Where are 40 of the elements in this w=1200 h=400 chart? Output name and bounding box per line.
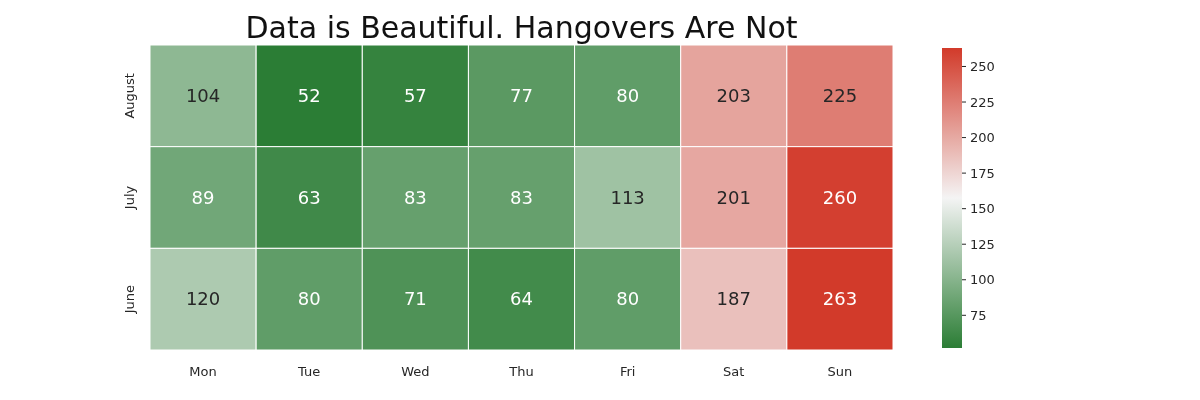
color-bar-label: 125 — [970, 236, 995, 252]
data-label: 203 — [716, 85, 751, 107]
data-label: 83 — [403, 186, 427, 208]
y-tick-label: July — [122, 185, 137, 211]
chart-title: Data is Beautiful. Hangovers Are Not — [245, 10, 798, 45]
x-tick-label: Fri — [619, 364, 636, 379]
x-tick-label: Tue — [297, 364, 321, 379]
data-label: 113 — [610, 186, 645, 208]
x-tick-label: Sat — [723, 364, 745, 379]
data-label: 89 — [191, 186, 215, 208]
color-bar-label: 100 — [970, 272, 995, 288]
x-tick-label: Wed — [401, 364, 430, 379]
color-bar-label: 250 — [970, 59, 995, 75]
x-tick-label: Sun — [827, 364, 853, 379]
color-bar-label: 175 — [970, 165, 995, 181]
data-label: 64 — [510, 288, 533, 310]
x-tick-label: Mon — [189, 364, 217, 379]
y-tick-label: August — [122, 73, 137, 119]
data-label: 80 — [616, 85, 640, 107]
data-label: 120 — [185, 288, 221, 310]
data-label: 63 — [297, 186, 321, 208]
data-label: 104 — [185, 85, 221, 107]
data-label: 260 — [822, 186, 858, 208]
data-label: 201 — [716, 186, 751, 208]
data-label: 52 — [297, 85, 321, 107]
data-label: 83 — [510, 186, 533, 208]
data-label: 71 — [403, 288, 427, 310]
y-tick-label: June — [122, 285, 137, 315]
x-tick-label: Thu — [508, 364, 534, 379]
data-label: 77 — [510, 85, 533, 107]
color-bar-label: 200 — [970, 130, 995, 146]
data-label: 187 — [716, 288, 751, 310]
color-bar-label: 150 — [970, 201, 995, 217]
data-label: 80 — [616, 288, 640, 310]
data-label: 80 — [297, 288, 321, 310]
data-label: 225 — [822, 85, 858, 107]
color-bar-label: 75 — [970, 307, 987, 323]
data-label: 57 — [403, 85, 427, 107]
color-bar-label: 225 — [970, 94, 995, 110]
data-label: 263 — [822, 288, 858, 310]
